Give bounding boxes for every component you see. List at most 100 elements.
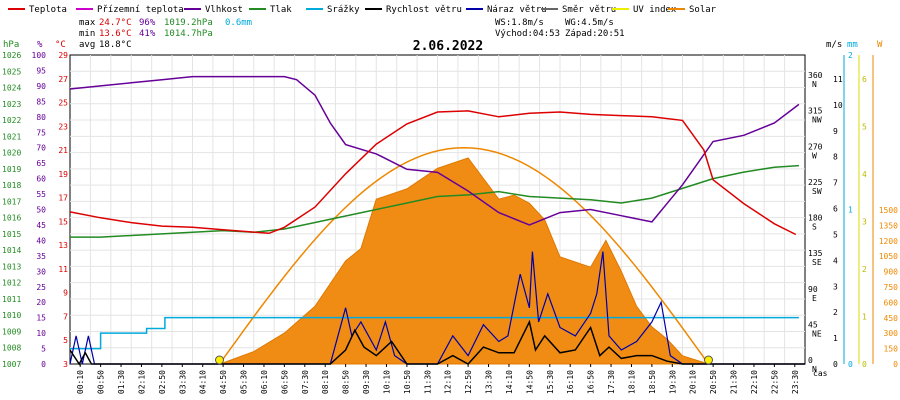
x-tick-label: 22:50: [770, 370, 779, 394]
axis-degc-tick: 23: [58, 122, 68, 131]
axis-w-tick: 750: [884, 283, 899, 292]
x-tick-label: 14:50: [525, 370, 534, 394]
series-humidity: [69, 75, 800, 226]
axis-w-tick: 600: [884, 298, 899, 307]
axis-degc-unit: °C: [55, 40, 66, 50]
stat-avg-temp: 18.8°C: [99, 40, 132, 50]
stat-min-hum: 41%: [139, 29, 156, 39]
stat-rain: 0.6mm: [225, 18, 252, 28]
axis-dir-value: 45: [808, 320, 818, 329]
axis-pct-tick: 5: [41, 345, 46, 354]
legend-label: Srážky: [327, 5, 360, 15]
x-tick-label: 00:10: [76, 370, 85, 394]
axis-mm-tick: 2: [848, 51, 853, 60]
stat-wind-speed: WS:1.8m/s: [495, 18, 544, 28]
axis-ms-tick: 4: [833, 256, 838, 265]
stat-avg-label: avg: [79, 40, 95, 50]
x-tick-label: 15:30: [546, 370, 555, 394]
axis-uv-tick: 1: [862, 313, 867, 322]
x-tick-label: 08:50: [342, 370, 351, 394]
axis-dir-value: 270: [808, 142, 823, 151]
axis-ms-tick: 9: [833, 127, 838, 136]
x-tick-label: 16:50: [587, 370, 596, 394]
legend-label: Rychlost větru: [386, 5, 462, 15]
stat-max-temp: 24.7°C: [99, 18, 132, 28]
axis-pct-tick: 70: [36, 144, 46, 153]
axis-w-tick: 1200: [879, 237, 898, 246]
legend-label: Náraz větru: [487, 5, 547, 15]
axis-w-tick: 900: [884, 268, 899, 277]
stat-max-press: 1019.2hPa: [164, 18, 213, 28]
x-tick-label: 14:10: [505, 370, 514, 394]
x-axis: 00:10 00:50 01:30 02:10 02:50 03:30 04:10 04:50…: [76, 364, 828, 394]
x-axis-label: čas: [813, 368, 828, 378]
stat-max-label: max: [79, 18, 96, 28]
axis-pct-tick: 40: [36, 236, 46, 245]
axis-hpa-tick: 1014: [2, 246, 21, 255]
axis-dir-label: N: [812, 80, 817, 89]
stat-min-label: min: [79, 29, 95, 39]
axis-ms-tick: 1: [833, 334, 838, 343]
x-tick-label: 08:10: [321, 370, 330, 394]
x-tick-label: 05:30: [240, 370, 249, 394]
axis-hpa-tick: 1011: [2, 295, 21, 304]
axis-hpa-tick: 1010: [2, 311, 21, 320]
axis-pct-tick: 55: [36, 190, 46, 199]
axis-pct-tick: 30: [36, 267, 46, 276]
axis-uv-tick: 0: [862, 360, 867, 369]
x-tick-label: 11:30: [423, 370, 432, 394]
legend-label: Tlak: [270, 5, 292, 15]
axis-hpa-tick: 1013: [2, 262, 21, 271]
x-tick-label: 06:50: [280, 370, 289, 394]
stat-wind-gust: WG:4.5m/s: [565, 18, 614, 28]
legend-label: Přízemní teplota: [97, 5, 184, 15]
x-tick-label: 17:30: [607, 370, 616, 394]
axis-degc-tick: 3: [63, 360, 68, 369]
legend-label: Směr větru: [562, 5, 616, 15]
axis-w-tick: 450: [884, 314, 899, 323]
x-tick-label: 12:10: [444, 370, 453, 394]
axis-uv-tick: 4: [862, 170, 867, 179]
axis-hpa-tick: 1026: [2, 51, 21, 60]
stat-sunrise: Východ:04:53: [495, 29, 560, 39]
axis-pct-tick: 80: [36, 113, 46, 122]
axis-dir-value: 315: [808, 107, 823, 116]
axis-dir-value: 135: [808, 249, 823, 258]
axis-dir-value: 225: [808, 178, 823, 187]
axis-hpa-tick: 1017: [2, 197, 21, 206]
axis-dir-value: 360: [808, 71, 823, 80]
axis-pct-tick: 85: [36, 97, 46, 106]
x-tick-label: 02:10: [138, 370, 147, 394]
axis-dir-label: SW: [812, 187, 822, 196]
axis-hpa-tick: 1024: [2, 84, 21, 93]
axis-ms-tick: 0: [833, 360, 838, 369]
axis-w-tick: 1350: [879, 221, 898, 230]
axis-pct-tick: 25: [36, 283, 46, 292]
axis-ms-tick: 7: [833, 179, 838, 188]
axis-dir-label: E: [812, 294, 817, 303]
axis-ms-unit: m/s: [826, 40, 842, 50]
axes: hPa1007100810091010101110121013101410151…: [2, 40, 898, 374]
axis-pct-tick: 45: [36, 221, 46, 230]
axis-degc-tick: 11: [58, 265, 68, 274]
x-tick-label: 13:30: [485, 370, 494, 394]
axis-pct-tick: 20: [36, 298, 46, 307]
x-tick-label: 09:30: [362, 370, 371, 394]
axis-ms-tick: 10: [833, 101, 843, 110]
axis-hpa-unit: hPa: [3, 40, 19, 50]
legend-label: UV index: [633, 5, 677, 15]
axis-dir-value: 0: [808, 356, 813, 365]
x-tick-label: 21:30: [730, 370, 739, 394]
axis-dir-label: NW: [812, 116, 822, 125]
axis-hpa-tick: 1008: [2, 344, 21, 353]
axis-degc-tick: 17: [58, 194, 68, 203]
axis-pct-tick: 50: [36, 206, 46, 215]
axis-hpa-tick: 1021: [2, 132, 21, 141]
axis-hpa-tick: 1015: [2, 230, 21, 239]
axis-hpa-tick: 1022: [2, 116, 21, 125]
axis-w-tick: 0: [893, 360, 898, 369]
legend-label: Solar: [689, 5, 717, 15]
axis-uv-tick: 5: [862, 123, 867, 132]
axis-pct-unit: %: [37, 40, 43, 50]
x-tick-label: 10:50: [403, 370, 412, 394]
